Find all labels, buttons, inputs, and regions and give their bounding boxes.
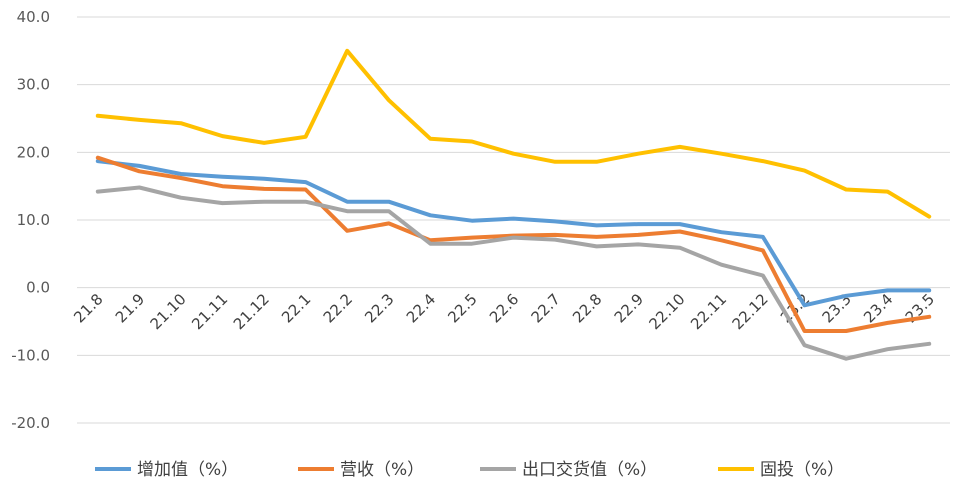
x-tick-label: 21.9 [112,290,148,326]
series-line-2 [95,185,932,361]
x-tick-label: 22.2 [320,290,356,326]
x-tick-label: 22.9 [611,290,647,326]
x-tick-label: 22.12 [729,290,772,333]
legend: 增加值（%） 营收（%） 出口交货值（%） 固投（%） [95,460,844,480]
x-tick-label: 22.8 [569,290,605,326]
series-line-0 [95,159,932,308]
y-tick-label: 30.0 [17,76,50,94]
x-tick-label: 22.5 [444,290,480,326]
legend-label: 增加值（%） [137,460,238,480]
legend-label: 出口交货值（%） [522,460,657,480]
y-axis-tick-labels: -20.0 -10.0 0.0 10.0 20.0 30.0 40.0 [11,8,50,432]
x-tick-label: 21.10 [147,290,190,333]
x-tick-label: 21.11 [188,290,231,333]
series-lines [95,48,932,361]
y-tick-label: 10.0 [17,211,50,229]
y-tick-label: 40.0 [17,8,50,26]
x-tick-label: 21.12 [230,290,273,333]
series-line-3 [95,48,932,219]
legend-label: 营收（%） [340,460,424,480]
x-tick-label: 22.3 [361,290,397,326]
x-tick-label: 22.7 [528,290,564,326]
legend-label: 固投（%） [760,460,844,480]
x-tick-label: 22.6 [486,290,522,326]
y-tick-label: -20.0 [11,414,50,432]
y-tick-label: 0.0 [26,279,50,297]
x-tick-label: 22.11 [687,290,730,333]
y-tick-label: 20.0 [17,143,50,161]
x-tick-label: 22.10 [646,290,689,333]
x-tick-label: 22.1 [278,290,314,326]
x-tick-label: 22.4 [403,290,439,326]
x-tick-label: 21.8 [70,290,106,326]
y-tick-label: -10.0 [11,346,50,364]
